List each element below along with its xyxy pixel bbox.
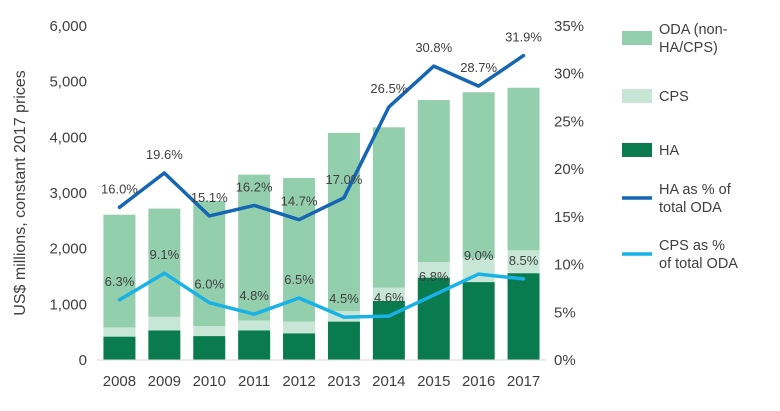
- bar-segment-ha: [283, 333, 316, 360]
- bar-segment-cps: [238, 320, 271, 331]
- bar-segment-ha: [148, 330, 181, 360]
- x-tick-label: 2009: [148, 373, 181, 390]
- bar-segment-oda-non-ha-cps: [238, 174, 271, 321]
- ha-percent-label: 19.6%: [146, 147, 183, 162]
- ha-percent-label: 15.1%: [191, 190, 228, 205]
- legend-label: CPS: [659, 89, 689, 105]
- cps-percent-label: 6.3%: [105, 274, 135, 289]
- x-tick-label: 2008: [103, 373, 136, 390]
- legend-label: total ODA: [659, 200, 722, 216]
- y2-tick-label: 35%: [554, 18, 584, 35]
- bar-segment-cps: [148, 316, 181, 331]
- x-tick-label: 2013: [327, 373, 360, 390]
- bar-segment-ha: [507, 273, 540, 360]
- bar-segment-cps: [283, 321, 316, 334]
- ha-percent-label: 26.5%: [370, 81, 407, 96]
- bar-segment-oda-non-ha-cps: [372, 127, 405, 288]
- y2-tick-label: 5%: [554, 304, 576, 321]
- cps-percent-line: [117, 271, 526, 319]
- bar-segment-cps: [507, 250, 540, 274]
- x-tick-label: 2011: [238, 373, 270, 390]
- y2-tick-label: 30%: [554, 66, 584, 83]
- bar-segment-ha: [462, 282, 495, 360]
- ha-percent-label: 17.0%: [326, 172, 363, 187]
- legend-label: of total ODA: [659, 256, 738, 272]
- bar-segment-oda-non-ha-cps: [148, 208, 181, 317]
- ha-percent-label: 16.0%: [101, 181, 138, 196]
- y-tick-label: 1,000: [49, 296, 87, 313]
- legend-swatch: [622, 31, 652, 45]
- bar-segment-oda-non-ha-cps: [327, 132, 360, 312]
- bar-segment-cps: [372, 287, 405, 301]
- x-tick-label: 2017: [507, 373, 540, 390]
- cps-percent-label: 6.5%: [284, 272, 314, 287]
- cps-percent-label: 8.5%: [509, 253, 539, 268]
- bar-segment-ha: [193, 336, 226, 360]
- cps-percent-label: 6.0%: [194, 277, 224, 292]
- y2-tick-label: 0%: [554, 352, 576, 369]
- y-axis-title: US$ millions, constant 2017 prices: [12, 70, 29, 315]
- y-tick-label: 6,000: [49, 18, 87, 35]
- legend-swatch: [622, 143, 652, 157]
- y-tick-label: 2,000: [49, 241, 87, 258]
- y-tick-label: 0: [79, 352, 87, 369]
- bar-segment-cps: [417, 262, 450, 278]
- legend-label: CPS as %: [659, 238, 725, 254]
- legend-label: HA: [659, 143, 679, 159]
- legend-label: HA as % of: [659, 182, 732, 198]
- y2-tick-label: 15%: [554, 209, 584, 226]
- ha-percent-label: 14.7%: [281, 194, 318, 209]
- bar-segment-cps: [103, 327, 136, 337]
- cps-percent-label: 4.5%: [329, 291, 359, 306]
- legend-swatch: [622, 89, 652, 103]
- bar-segment-oda-non-ha-cps: [462, 92, 495, 259]
- ha-percent-label: 16.2%: [236, 179, 273, 194]
- cps-percent-label: 6.8%: [419, 269, 449, 284]
- y-tick-label: 3,000: [49, 185, 87, 202]
- bar-segment-oda-non-ha-cps: [103, 214, 136, 328]
- ha-percent-label: 31.9%: [505, 30, 542, 45]
- cps-percent-label: 9.1%: [150, 247, 180, 262]
- bar-segment-ha: [238, 330, 271, 360]
- y-tick-label: 4,000: [49, 129, 87, 146]
- bar-segment-oda-non-ha-cps: [417, 100, 450, 263]
- cps-percent-label: 4.6%: [374, 290, 404, 305]
- bar-segment-oda-non-ha-cps: [507, 87, 540, 251]
- bar-segment-cps: [193, 326, 226, 337]
- y2-tick-label: 25%: [554, 113, 584, 130]
- bar-segment-ha: [327, 321, 360, 360]
- y2-tick-label: 10%: [554, 257, 584, 274]
- ha-percent-label: 28.7%: [460, 60, 497, 75]
- y2-tick-label: 20%: [554, 161, 584, 178]
- legend-label: HA/CPS): [659, 40, 718, 56]
- x-tick-label: 2010: [193, 373, 226, 390]
- legend-label: ODA (non-: [659, 22, 728, 38]
- bar-segment-ha: [103, 336, 136, 360]
- x-tick-label: 2016: [462, 373, 495, 390]
- ha-percent-label: 30.8%: [415, 40, 452, 55]
- x-tick-label: 2015: [417, 373, 450, 390]
- cps-percent-label: 9.0%: [464, 248, 494, 263]
- y-tick-label: 5,000: [49, 74, 87, 91]
- x-tick-label: 2012: [282, 373, 315, 390]
- cps-percent-label: 4.8%: [239, 288, 269, 303]
- ha-percent-line: [117, 53, 526, 222]
- x-tick-label: 2014: [372, 373, 405, 390]
